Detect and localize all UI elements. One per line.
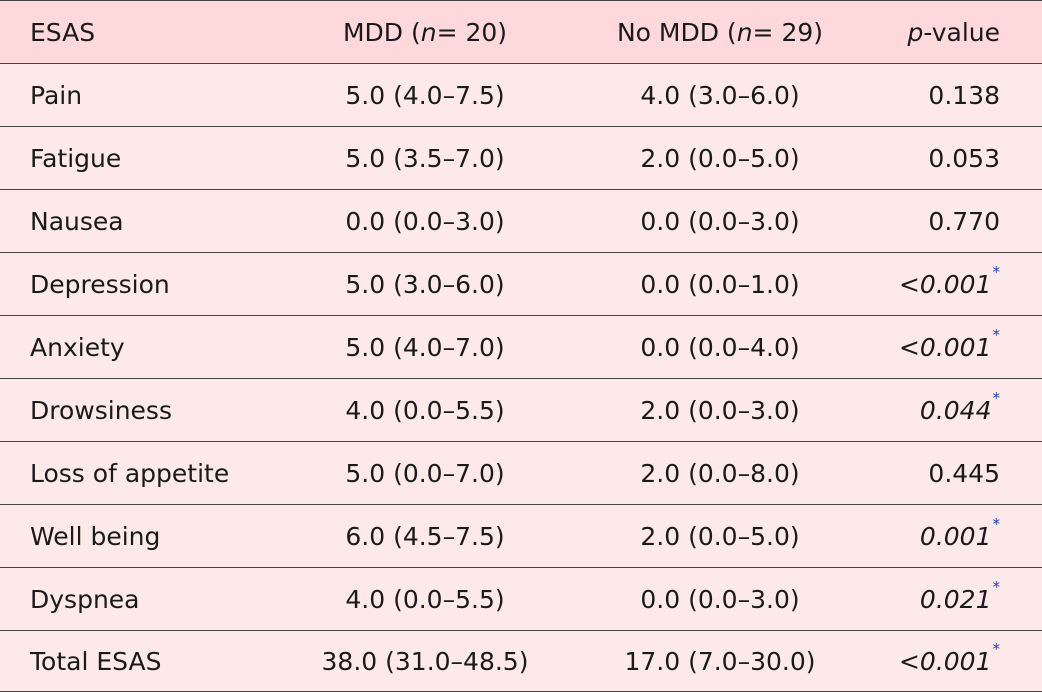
table-row: Loss of appetite 5.0 (0.0–7.0) 2.0 (0.0–8.…: [0, 442, 1042, 505]
p-value: 0.001 *: [880, 505, 1000, 567]
p-value: 0.138: [880, 64, 1000, 126]
table-row: Pain 5.0 (4.0–7.5) 4.0 (3.0–6.0) 0.138: [0, 64, 1042, 127]
significance-asterisk: *: [992, 640, 1001, 658]
mdd-value: 5.0 (3.0–6.0): [345, 269, 505, 299]
table-row: Well being 6.0 (4.5–7.5) 2.0 (0.0–5.0) 0.00…: [0, 505, 1042, 568]
row-label: Well being: [30, 521, 161, 551]
p-value-number: 0.001: [919, 646, 992, 676]
row-label: Fatigue: [30, 143, 122, 173]
no-mdd-value: 0.0 (0.0–3.0): [640, 206, 800, 236]
no-mdd-value: 2.0 (0.0–5.0): [640, 521, 800, 551]
table-row: Drowsiness 4.0 (0.0–5.5) 2.0 (0.0–3.0) 0.04…: [0, 379, 1042, 442]
no-mdd-value: 2.0 (0.0–3.0): [640, 395, 800, 425]
row-label: Depression: [30, 269, 170, 299]
table-row: Depression 5.0 (3.0–6.0) 0.0 (0.0–1.0) <0.0…: [0, 253, 1042, 316]
p-value: 0.021 *: [880, 568, 1000, 630]
significance-asterisk: *: [992, 578, 1001, 596]
significance-asterisk: *: [992, 263, 1001, 281]
no-mdd-value: 2.0 (0.0–5.0): [640, 143, 800, 173]
p-value: <0.001 *: [880, 631, 1000, 691]
mdd-value: 5.0 (4.0–7.5): [345, 80, 505, 110]
mdd-value: 38.0 (31.0–48.5): [321, 646, 529, 676]
mdd-value: 5.0 (3.5–7.0): [345, 143, 505, 173]
p-value-number: 0.044: [919, 395, 992, 425]
row-label: Nausea: [30, 206, 124, 236]
table-row: Nausea 0.0 (0.0–3.0) 0.0 (0.0–3.0) 0.770: [0, 190, 1042, 253]
mdd-value: 4.0 (0.0–5.5): [345, 395, 505, 425]
header-mdd: MDD (n = 20): [342, 17, 508, 47]
p-value-number: 0.001: [919, 269, 992, 299]
p-value-number: 0.021: [919, 584, 992, 614]
p-value-number: 0.001: [919, 521, 992, 551]
header-esas: ESAS: [30, 17, 96, 47]
p-value: 0.053: [880, 127, 1000, 189]
table-header: ESAS MDD (n = 20) No MDD (n = 29) p -valu…: [0, 0, 1042, 64]
mdd-value: 5.0 (4.0–7.0): [345, 332, 505, 362]
p-value: 0.445: [880, 442, 1000, 504]
p-value-number: 0.138: [928, 80, 1000, 110]
no-mdd-value: 0.0 (0.0–4.0): [640, 332, 800, 362]
no-mdd-value: 2.0 (0.0–8.0): [640, 458, 800, 488]
table-row: Anxiety 5.0 (4.0–7.0) 0.0 (0.0–4.0) <0.001 *: [0, 316, 1042, 379]
significance-asterisk: *: [992, 515, 1001, 533]
header-no-mdd: No MDD (n = 29): [616, 17, 824, 47]
row-label: Anxiety: [30, 332, 125, 362]
less-than-sign: <: [898, 269, 920, 299]
p-value: 0.770: [880, 190, 1000, 252]
row-label: Drowsiness: [30, 395, 172, 425]
p-value: <0.001 *: [880, 316, 1000, 378]
p-value: 0.044 *: [880, 379, 1000, 441]
mdd-value: 5.0 (0.0–7.0): [345, 458, 505, 488]
p-value: <0.001 *: [880, 253, 1000, 315]
no-mdd-value: 0.0 (0.0–3.0): [640, 584, 800, 614]
p-value-number: 0.001: [919, 332, 992, 362]
table-row: Fatigue 5.0 (3.5–7.0) 2.0 (0.0–5.0) 0.053: [0, 127, 1042, 190]
no-mdd-value: 0.0 (0.0–1.0): [640, 269, 800, 299]
row-label: Dyspnea: [30, 584, 140, 614]
table-row: Dyspnea 4.0 (0.0–5.5) 0.0 (0.0–3.0) 0.021 *: [0, 568, 1042, 631]
no-mdd-value: 17.0 (7.0–30.0): [624, 646, 816, 676]
significance-asterisk: *: [992, 326, 1001, 344]
row-label: Total ESAS: [30, 646, 162, 676]
mdd-value: 6.0 (4.5–7.5): [345, 521, 505, 551]
p-value-number: 0.053: [928, 143, 1000, 173]
p-value-number: 0.445: [928, 458, 1000, 488]
no-mdd-value: 4.0 (3.0–6.0): [640, 80, 800, 110]
mdd-value: 4.0 (0.0–5.5): [345, 584, 505, 614]
less-than-sign: <: [898, 332, 920, 362]
table-row: Total ESAS 38.0 (31.0–48.5) 17.0 (7.0–30.0…: [0, 631, 1042, 692]
row-label: Loss of appetite: [30, 458, 230, 488]
less-than-sign: <: [898, 646, 920, 676]
row-label: Pain: [30, 80, 83, 110]
significance-asterisk: *: [992, 389, 1001, 407]
p-value-number: 0.770: [928, 206, 1000, 236]
header-p-value: p -value: [907, 17, 1000, 47]
mdd-value: 0.0 (0.0–3.0): [345, 206, 505, 236]
